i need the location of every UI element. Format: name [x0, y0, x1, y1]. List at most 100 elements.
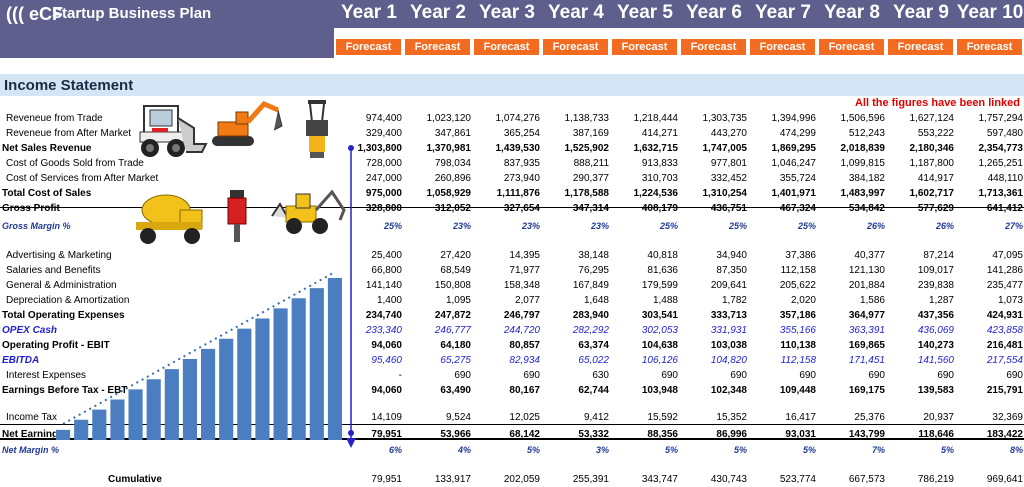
value-cell[interactable]: 414,917	[917, 173, 954, 184]
value-cell[interactable]: 102,348	[710, 385, 747, 396]
value-cell[interactable]: 103,038	[710, 340, 747, 351]
value-cell[interactable]: 53,966	[440, 429, 471, 440]
value-cell[interactable]: 25%	[797, 221, 816, 231]
value-cell[interactable]: 302,053	[641, 325, 678, 336]
value-cell[interactable]: 9,524	[445, 412, 471, 423]
value-cell[interactable]: 408,179	[641, 203, 678, 214]
value-cell[interactable]: 888,211	[573, 158, 609, 169]
value-cell[interactable]: 233,340	[365, 325, 402, 336]
value-cell[interactable]: 975,000	[365, 188, 402, 199]
value-cell[interactable]: 246,797	[503, 310, 540, 321]
value-cell[interactable]: 112,158	[780, 355, 816, 366]
value-cell[interactable]: 443,270	[710, 128, 747, 139]
value-cell[interactable]: 312,052	[434, 203, 471, 214]
value-cell[interactable]: 1,483,997	[840, 188, 886, 199]
value-cell[interactable]: 112,158	[780, 265, 816, 276]
value-cell[interactable]: 303,541	[641, 310, 678, 321]
value-cell[interactable]: 1,757,294	[978, 113, 1024, 124]
value-cell[interactable]: 38,148	[578, 250, 609, 261]
value-cell[interactable]: 4%	[457, 445, 471, 455]
value-cell[interactable]: 1,394,996	[771, 113, 817, 124]
value-cell[interactable]: 1,400	[376, 295, 402, 306]
value-cell[interactable]: 1,401,971	[771, 188, 817, 199]
value-cell[interactable]: 364,977	[848, 310, 885, 321]
value-cell[interactable]: 5%	[940, 445, 954, 455]
value-cell[interactable]: 1,178,588	[564, 188, 610, 199]
value-cell[interactable]: 215,791	[986, 385, 1023, 396]
value-cell[interactable]: 80,167	[509, 385, 540, 396]
value-cell[interactable]: 437,356	[917, 310, 954, 321]
value-cell[interactable]: 169,175	[848, 385, 885, 396]
value-cell[interactable]: 523,774	[779, 474, 816, 485]
value-cell[interactable]: 1,058,929	[426, 188, 472, 199]
value-cell[interactable]: 365,254	[503, 128, 540, 139]
value-cell[interactable]: 1,111,876	[496, 188, 540, 199]
value-cell[interactable]: 15,352	[716, 412, 747, 423]
value-cell[interactable]: 106,126	[641, 355, 678, 366]
value-cell[interactable]: 2,180,346	[909, 143, 955, 154]
value-cell[interactable]: 25%	[728, 221, 747, 231]
value-cell[interactable]: 5%	[664, 445, 678, 455]
value-cell[interactable]: 183,422	[986, 429, 1023, 440]
value-cell[interactable]: 32,369	[992, 412, 1023, 423]
value-cell[interactable]: 27,420	[440, 250, 471, 261]
value-cell[interactable]: 2,077	[514, 295, 540, 306]
value-cell[interactable]: 1,073	[997, 295, 1023, 306]
value-cell[interactable]: 14,109	[371, 412, 402, 423]
value-cell[interactable]: 25,400	[371, 250, 402, 261]
value-cell[interactable]: 328,800	[365, 203, 402, 214]
value-cell[interactable]: 630	[592, 370, 609, 381]
value-cell[interactable]: 167,849	[572, 280, 609, 291]
value-cell[interactable]: 109,017	[917, 265, 954, 276]
value-cell[interactable]: 235,477	[986, 280, 1023, 291]
value-cell[interactable]: 68,142	[509, 429, 540, 440]
value-cell[interactable]: 282,292	[572, 325, 609, 336]
value-cell[interactable]: 1,218,444	[633, 113, 679, 124]
value-cell[interactable]: 95,460	[371, 355, 402, 366]
value-cell[interactable]: 23%	[590, 221, 609, 231]
value-cell[interactable]: 121,130	[848, 265, 885, 276]
value-cell[interactable]: 1,648	[583, 295, 609, 306]
value-cell[interactable]: 690	[730, 370, 747, 381]
value-cell[interactable]: 1,303,735	[702, 113, 748, 124]
value-cell[interactable]: 331,931	[710, 325, 747, 336]
value-cell[interactable]: 65,275	[440, 355, 471, 366]
value-cell[interactable]: 86,996	[716, 429, 747, 440]
value-cell[interactable]: 93,031	[785, 429, 816, 440]
value-cell[interactable]: 5%	[733, 445, 747, 455]
value-cell[interactable]: 690	[661, 370, 678, 381]
value-cell[interactable]: 597,480	[986, 128, 1023, 139]
value-cell[interactable]: 977,801	[710, 158, 747, 169]
value-cell[interactable]: 94,060	[371, 340, 402, 351]
value-cell[interactable]: 14,395	[509, 250, 540, 261]
value-cell[interactable]: 553,222	[917, 128, 954, 139]
value-cell[interactable]: 141,140	[365, 280, 402, 291]
value-cell[interactable]: 798,034	[434, 158, 471, 169]
value-cell[interactable]: 534,842	[848, 203, 885, 214]
value-cell[interactable]: 641,412	[986, 203, 1023, 214]
value-cell[interactable]: 474,299	[779, 128, 816, 139]
value-cell[interactable]: 5%	[526, 445, 540, 455]
value-cell[interactable]: 205,622	[779, 280, 816, 291]
value-cell[interactable]: 133,917	[434, 474, 471, 485]
value-cell[interactable]: 1,074,276	[495, 113, 541, 124]
value-cell[interactable]: 690	[868, 370, 885, 381]
value-cell[interactable]: 347,861	[434, 128, 471, 139]
value-cell[interactable]: 1,138,733	[564, 113, 610, 124]
value-cell[interactable]: 1,586	[859, 295, 885, 306]
value-cell[interactable]: 27%	[1004, 221, 1023, 231]
value-cell[interactable]: 1,782	[721, 295, 747, 306]
value-cell[interactable]: 103,948	[641, 385, 678, 396]
value-cell[interactable]: 25,376	[854, 412, 885, 423]
value-cell[interactable]: 20,937	[923, 412, 954, 423]
value-cell[interactable]: 158,348	[503, 280, 540, 291]
value-cell[interactable]: 347,314	[572, 203, 609, 214]
value-cell[interactable]: 357,186	[779, 310, 816, 321]
value-cell[interactable]: 310,703	[641, 173, 678, 184]
value-cell[interactable]: 1,632,715	[633, 143, 679, 154]
value-cell[interactable]: 169,865	[848, 340, 885, 351]
value-cell[interactable]: 82,934	[509, 355, 540, 366]
value-cell[interactable]: 690	[523, 370, 540, 381]
value-cell[interactable]: 1,265,251	[978, 158, 1024, 169]
value-cell[interactable]: 290,377	[572, 173, 609, 184]
